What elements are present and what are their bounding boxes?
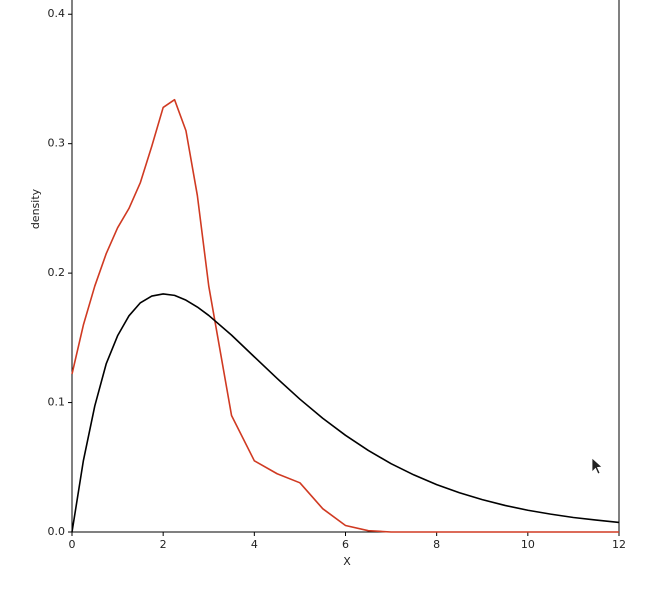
y-axis-label: density (29, 188, 42, 229)
x-tick-label: 4 (251, 538, 258, 551)
data-line (71, 98, 619, 533)
data-line (71, 293, 620, 533)
y-tick-label: 0.1 (48, 396, 66, 409)
x-tick-label: 10 (521, 538, 535, 551)
x-tick-label: 12 (612, 538, 626, 551)
mouse-cursor (591, 457, 603, 475)
x-tick-label: 6 (342, 538, 349, 551)
x-tick-label: 8 (433, 538, 440, 551)
y-tick-label: 0.4 (48, 7, 66, 20)
x-tick-label: 0 (69, 538, 76, 551)
y-tick-label: 0.0 (48, 525, 66, 538)
x-axis-label: X (343, 555, 351, 568)
x-tick-label: 2 (160, 538, 167, 551)
y-tick-label: 0.2 (48, 266, 66, 279)
y-tick-label: 0.3 (48, 137, 66, 150)
